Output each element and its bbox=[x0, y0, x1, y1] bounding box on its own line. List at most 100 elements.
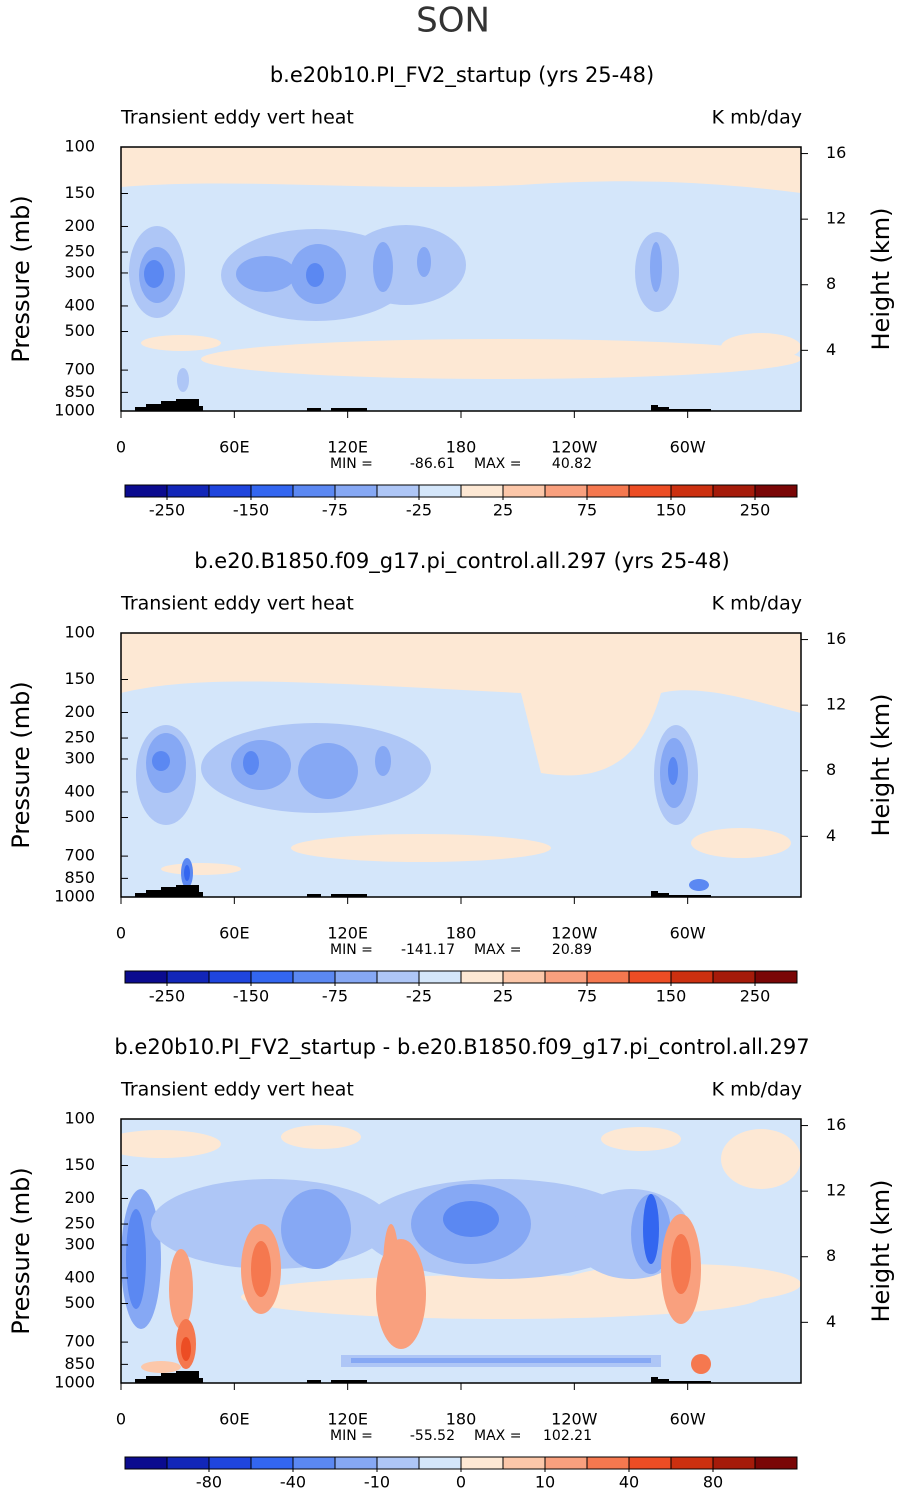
y-tick-label: 200 bbox=[64, 216, 95, 235]
y2-axis-label: Height (km) bbox=[867, 1180, 895, 1323]
colorbar-label: -80 bbox=[196, 1473, 222, 1492]
y-axis-label: Pressure (mb) bbox=[7, 195, 35, 362]
x-tick-label: 120W bbox=[551, 924, 598, 943]
colorbar-label: -25 bbox=[406, 987, 432, 1006]
colorbar-box bbox=[124, 1456, 168, 1470]
contour-fill bbox=[251, 1241, 271, 1297]
colorbar-box bbox=[208, 970, 252, 984]
contour-fill bbox=[181, 1337, 191, 1361]
right-string: K mb/day bbox=[712, 1079, 802, 1101]
y-tick-label: 200 bbox=[64, 702, 95, 721]
suptitle: SON bbox=[416, 1, 490, 41]
colorbar-box bbox=[502, 484, 546, 498]
topography bbox=[135, 885, 203, 897]
colorbar-label: -250 bbox=[149, 501, 185, 520]
contour-fill bbox=[443, 1201, 499, 1237]
colorbar-box bbox=[292, 1456, 336, 1470]
y2-tick-label: 16 bbox=[826, 629, 846, 648]
colorbar-box bbox=[418, 970, 462, 984]
max-value: 102.21 bbox=[543, 1428, 592, 1444]
y-tick-label: 400 bbox=[64, 781, 95, 800]
colorbar-box bbox=[586, 1456, 630, 1470]
x-tick-label: 0 bbox=[116, 438, 126, 457]
colorbar-box bbox=[502, 970, 546, 984]
colorbar-box bbox=[292, 484, 336, 498]
y-tick-label: 150 bbox=[64, 1155, 95, 1174]
y-tick-label: 700 bbox=[64, 846, 95, 865]
colorbar-label: -250 bbox=[149, 987, 185, 1006]
y-tick-label: 1000 bbox=[54, 1373, 95, 1392]
colorbar-box bbox=[712, 970, 756, 984]
colorbar-label: 250 bbox=[740, 501, 771, 520]
colorbar-box bbox=[250, 1456, 294, 1470]
colorbar-box bbox=[376, 1456, 420, 1470]
y2-tick-label: 12 bbox=[826, 209, 846, 228]
x-tick-label: 120W bbox=[551, 1410, 598, 1429]
x-tick-label: 60E bbox=[219, 924, 249, 943]
y-tick-label: 250 bbox=[64, 728, 95, 747]
contour-fill bbox=[144, 260, 164, 288]
contour-fill bbox=[121, 1130, 221, 1158]
contour-fill bbox=[231, 740, 291, 790]
contour-fill bbox=[691, 1354, 711, 1374]
contour-fill bbox=[201, 339, 801, 379]
y-tick-label: 250 bbox=[64, 242, 95, 261]
colorbar-label: 250 bbox=[740, 987, 771, 1006]
y-tick-label: 850 bbox=[64, 382, 95, 401]
x-tick-label: 60W bbox=[670, 438, 706, 457]
colorbar-box bbox=[334, 1456, 378, 1470]
colorbar-label: 150 bbox=[656, 987, 687, 1006]
colorbar-label: -150 bbox=[233, 987, 269, 1006]
colorbar-label: -25 bbox=[406, 501, 432, 520]
colorbar-label: 25 bbox=[493, 501, 513, 520]
y2-tick-label: 16 bbox=[826, 143, 846, 162]
y2-tick-label: 4 bbox=[826, 826, 836, 845]
colorbar-box bbox=[376, 484, 420, 498]
x-tick-label: 60E bbox=[219, 438, 249, 457]
y-tick-label: 700 bbox=[64, 360, 95, 379]
contour-fill bbox=[152, 751, 170, 771]
y2-tick-label: 4 bbox=[826, 1312, 836, 1331]
colorbar-label: -150 bbox=[233, 501, 269, 520]
colorbar-box bbox=[586, 484, 630, 498]
colorbar-box bbox=[334, 484, 378, 498]
y-tick-label: 700 bbox=[64, 1332, 95, 1351]
colorbar-box bbox=[166, 1456, 210, 1470]
colorbar-box bbox=[460, 1456, 504, 1470]
contour-fill bbox=[291, 834, 551, 862]
x-tick-label: 0 bbox=[116, 924, 126, 943]
y-axis-label: Pressure (mb) bbox=[7, 1167, 35, 1334]
contour-fill bbox=[141, 335, 221, 351]
y-tick-label: 150 bbox=[64, 183, 95, 202]
colorbar-label: -75 bbox=[322, 501, 348, 520]
y-tick-label: 400 bbox=[64, 295, 95, 314]
colorbar-box bbox=[754, 1456, 798, 1470]
x-tick-label: 120E bbox=[327, 438, 368, 457]
topography bbox=[651, 891, 711, 897]
colorbar-label: 40 bbox=[619, 1473, 639, 1492]
colorbar-label: -40 bbox=[280, 1473, 306, 1492]
colorbar-box bbox=[670, 484, 714, 498]
panel-title: b.e20b10.PI_FV2_startup (yrs 25-48) bbox=[270, 63, 654, 88]
y2-axis-label: Height (km) bbox=[867, 694, 895, 837]
contour-fill bbox=[671, 1234, 691, 1294]
x-tick-label: 60E bbox=[219, 1410, 249, 1429]
y-tick-label: 500 bbox=[64, 1293, 95, 1312]
contour-fill bbox=[236, 256, 296, 292]
colorbar-box bbox=[544, 970, 588, 984]
colorbar-label: 75 bbox=[577, 501, 597, 520]
max-value: 40.82 bbox=[552, 456, 592, 472]
colorbar-label: -10 bbox=[364, 1473, 390, 1492]
colorbar-label: 0 bbox=[456, 1473, 466, 1492]
contour-fill bbox=[306, 263, 324, 287]
colorbar-box bbox=[586, 970, 630, 984]
x-tick-label: 60W bbox=[670, 1410, 706, 1429]
y-tick-label: 300 bbox=[64, 748, 95, 767]
y2-tick-label: 8 bbox=[826, 760, 836, 779]
colorbar-box bbox=[124, 970, 168, 984]
contour-fill bbox=[298, 743, 358, 799]
y-tick-label: 250 bbox=[64, 1214, 95, 1233]
contour-fill bbox=[643, 1194, 659, 1264]
x-tick-label: 120E bbox=[327, 924, 368, 943]
